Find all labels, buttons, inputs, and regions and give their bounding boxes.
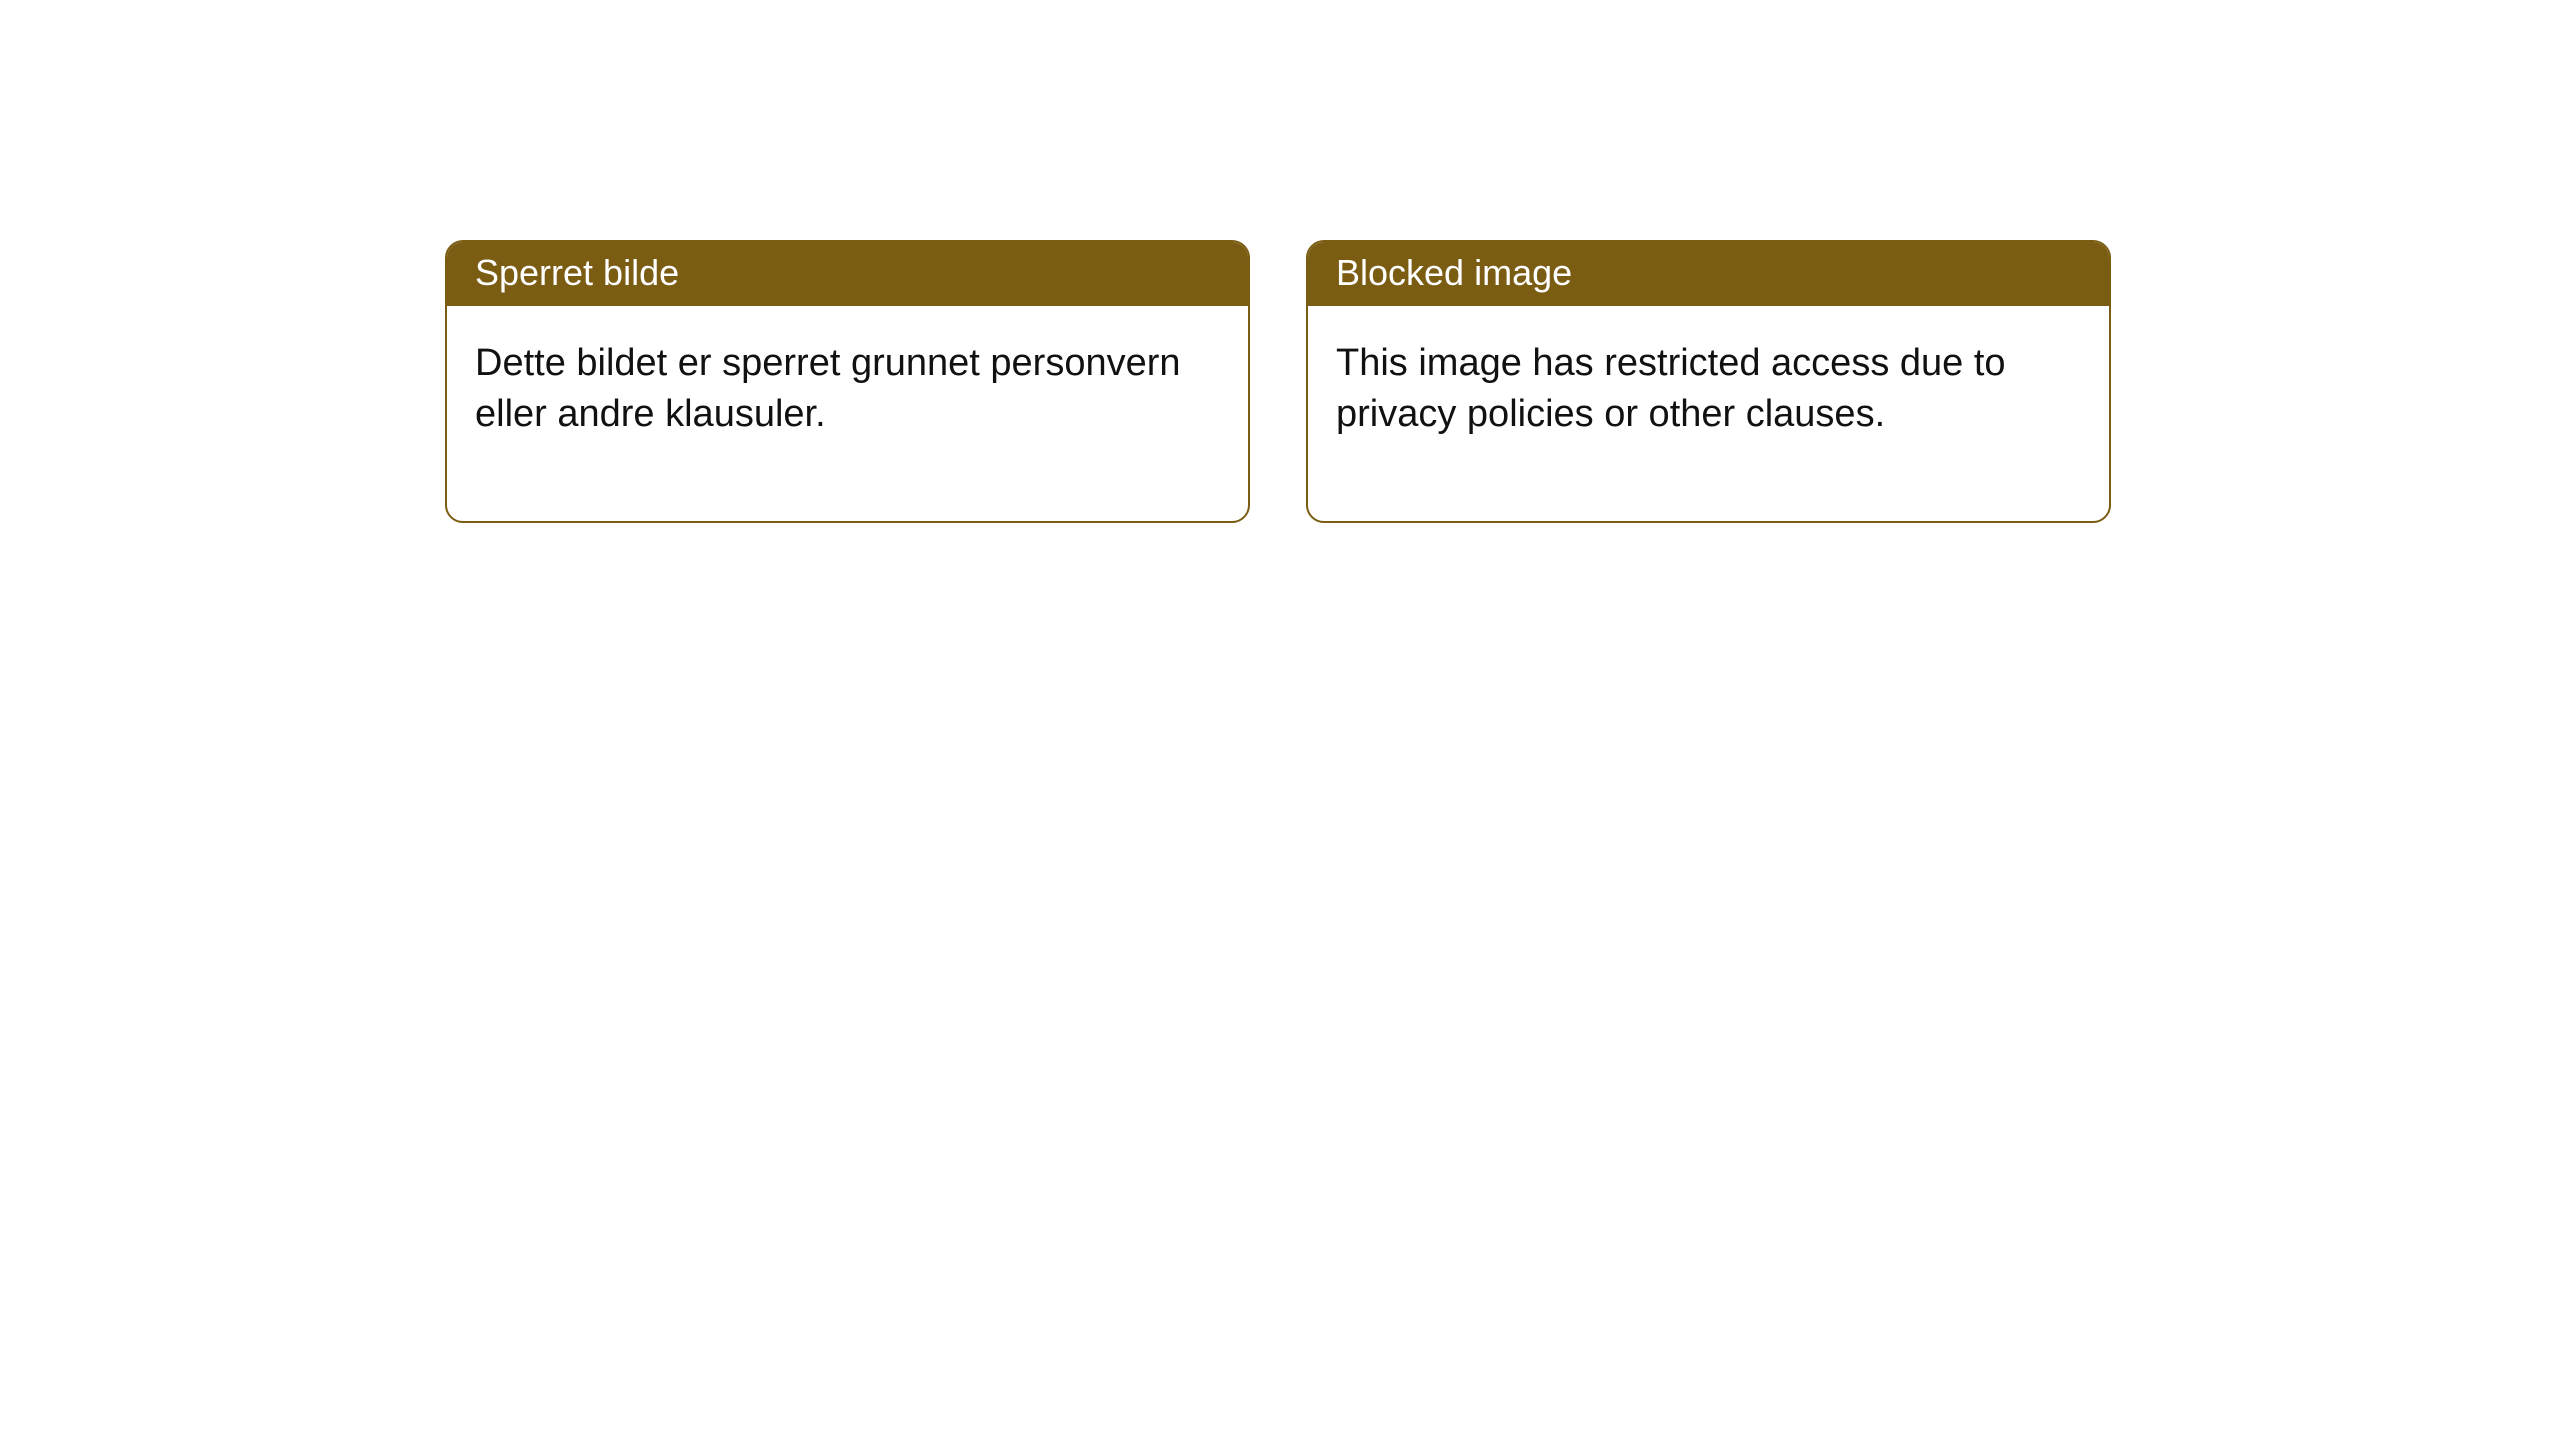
notice-body-en: This image has restricted access due to … <box>1308 306 2109 521</box>
notice-header-no: Sperret bilde <box>447 242 1248 306</box>
notice-container: Sperret bilde Dette bildet er sperret gr… <box>445 240 2111 523</box>
notice-card-no: Sperret bilde Dette bildet er sperret gr… <box>445 240 1250 523</box>
notice-body-no: Dette bildet er sperret grunnet personve… <box>447 306 1248 521</box>
notice-card-en: Blocked image This image has restricted … <box>1306 240 2111 523</box>
notice-header-en: Blocked image <box>1308 242 2109 306</box>
